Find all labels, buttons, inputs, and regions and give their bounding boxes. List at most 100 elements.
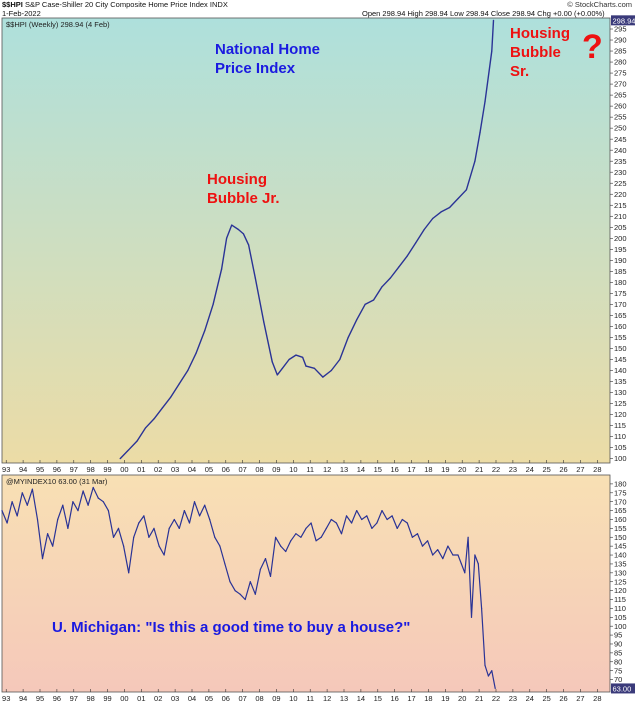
- data-point: [212, 303, 214, 305]
- data-point: [474, 554, 476, 556]
- x-tick-label: 10: [289, 465, 297, 474]
- x-tick-label: 06: [222, 465, 230, 474]
- x-tick-label: 21: [475, 694, 483, 703]
- data-point: [339, 358, 341, 361]
- y-tick-label: 180: [614, 278, 627, 287]
- data-point: [484, 101, 486, 103]
- y-tick-label: 165: [614, 506, 627, 515]
- y-tick-label: 170: [614, 300, 627, 309]
- y-tick-label: 160: [614, 515, 627, 524]
- y-tick-label: 230: [614, 168, 627, 177]
- y-tick-label: 225: [614, 179, 627, 188]
- x-tick-label: 19: [441, 694, 449, 703]
- index-description: S&P Case-Shiller 20 City Composite Home …: [24, 0, 208, 9]
- y-tick-label: 110: [614, 604, 626, 613]
- data-point: [479, 132, 481, 134]
- data-point: [47, 533, 49, 535]
- y-tick-label: 105: [614, 613, 627, 622]
- y-tick-label: 140: [614, 551, 627, 560]
- x-tick-label: 03: [171, 465, 179, 474]
- x-tick-label: 07: [238, 694, 246, 703]
- data-point: [143, 515, 145, 517]
- x-tick-label: 26: [559, 465, 567, 474]
- x-tick-label: 93: [2, 465, 10, 474]
- data-point: [1, 510, 3, 512]
- source-logo: © StockCharts.com: [567, 0, 632, 9]
- data-point: [421, 545, 424, 547]
- data-point: [237, 228, 239, 231]
- data-point: [254, 593, 256, 595]
- x-tick-label: 16: [390, 694, 398, 703]
- x-tick-label: 14: [357, 465, 365, 474]
- y-tick-label: 295: [614, 25, 627, 34]
- y-tick-label: 170: [614, 497, 627, 506]
- y-tick-label: 155: [614, 333, 627, 342]
- data-point: [92, 486, 94, 489]
- y-tick-label: 220: [614, 190, 627, 199]
- x-tick-label: 98: [86, 465, 94, 474]
- series-line-2: [1, 486, 496, 689]
- y-tick-label: 100: [614, 454, 627, 463]
- data-point: [242, 233, 245, 235]
- annotation-bubble-sr-line1: Housing: [510, 25, 570, 42]
- data-point: [423, 228, 425, 231]
- data-point: [117, 527, 120, 530]
- x-tick-label: 11: [306, 465, 314, 474]
- x-tick-label: 09: [272, 465, 280, 474]
- data-point: [264, 558, 267, 560]
- annotation-michigan-survey: U. Michigan: "Is this a good time to buy…: [52, 619, 410, 636]
- data-point: [259, 568, 261, 570]
- y-tick-label: 205: [614, 223, 627, 232]
- data-point: [398, 266, 400, 268]
- legend-label-1: $$HPI (Weekly) 298.94 (4 Feb): [6, 20, 110, 29]
- x-tick-label: 09: [272, 694, 280, 703]
- y-tick-label: 120: [614, 410, 627, 419]
- x-tick-label: 99: [103, 465, 111, 474]
- y-tick-label: 135: [614, 560, 627, 569]
- data-point: [313, 367, 315, 369]
- data-point: [21, 492, 23, 494]
- y-tick-label: 165: [614, 311, 627, 320]
- x-tick-label: 28: [593, 465, 601, 474]
- data-point: [351, 522, 353, 524]
- x-tick-label: 23: [509, 694, 517, 703]
- data-point: [271, 361, 273, 363]
- x-tick-label: 95: [36, 465, 44, 474]
- data-point: [36, 518, 39, 521]
- plot-area-2: [1, 474, 611, 693]
- data-point: [107, 510, 109, 512]
- x-tick-label: 06: [222, 694, 230, 703]
- data-point: [82, 490, 84, 492]
- y-tick-label: 245: [614, 135, 627, 144]
- data-point: [432, 217, 434, 220]
- data-point: [285, 550, 287, 553]
- data-point: [491, 50, 493, 52]
- x-tick-label: 14: [357, 694, 365, 703]
- symbol-label: $$HPI: [2, 0, 23, 9]
- x-tick-label: 22: [492, 694, 500, 703]
- y-tick-label: 180: [614, 479, 627, 488]
- y-tick-label: 130: [614, 388, 627, 397]
- data-point: [406, 255, 408, 257]
- x-tick-label: 16: [390, 465, 398, 474]
- y-tick-label: 265: [614, 91, 627, 100]
- x-tick-label: 26: [559, 694, 567, 703]
- x-tick-label: 94: [19, 465, 27, 474]
- annotation-bubble-jr-line1: Housing: [207, 171, 267, 188]
- data-point: [381, 286, 383, 288]
- last-value-label-1: 298.94: [613, 16, 636, 25]
- y-tick-label: 175: [614, 289, 627, 298]
- data-point: [31, 488, 33, 490]
- y-tick-label: 145: [614, 355, 627, 364]
- data-point: [396, 527, 398, 530]
- y-tick-label: 195: [614, 245, 627, 254]
- data-point: [494, 687, 496, 690]
- y-tick-label: 100: [614, 622, 627, 631]
- x-tick-label: 95: [36, 694, 44, 703]
- data-point: [467, 536, 469, 538]
- data-point: [145, 427, 147, 429]
- data-point: [62, 504, 64, 506]
- y-tick-label: 190: [614, 256, 627, 265]
- data-point: [102, 501, 104, 503]
- data-point: [288, 358, 290, 361]
